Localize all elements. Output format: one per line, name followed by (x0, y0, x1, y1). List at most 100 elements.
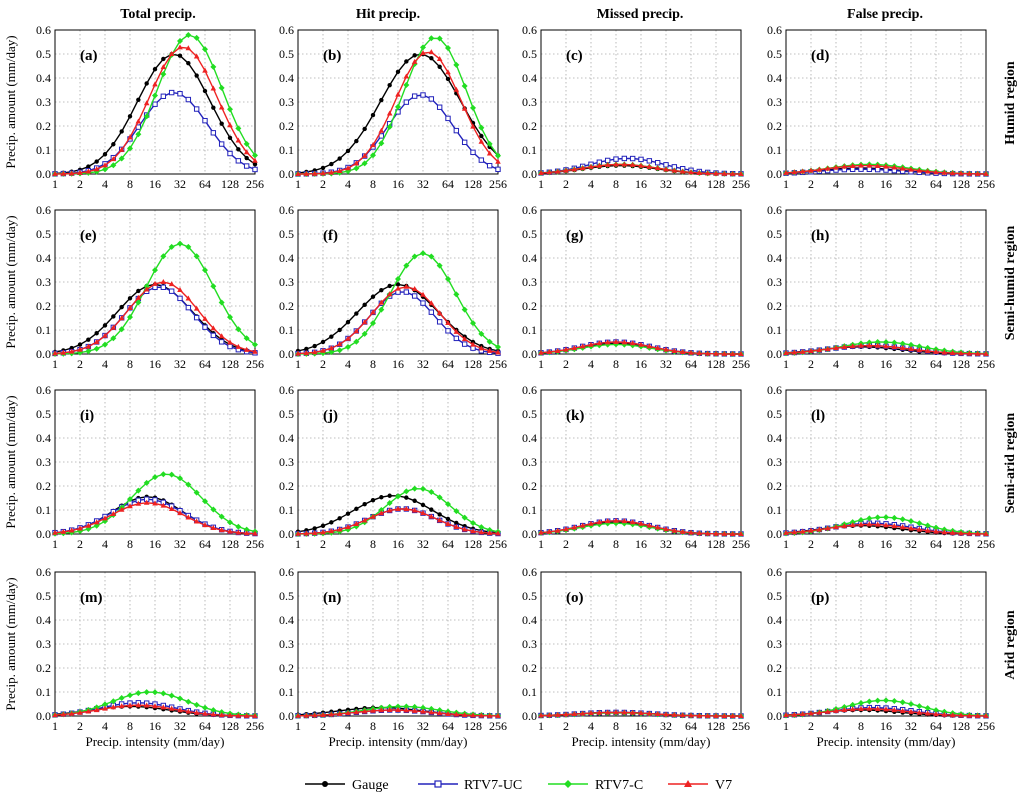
x-tick-label: 64 (199, 177, 211, 191)
series-v7-point (336, 341, 343, 347)
y-tick-label: 0.2 (767, 661, 782, 675)
x-tick-label: 1 (295, 177, 301, 191)
series-rtv7c-point (168, 243, 175, 250)
y-tick-label: 0.2 (36, 299, 51, 313)
x-tick-label: 4 (588, 537, 594, 551)
series-v7-point (320, 347, 326, 353)
y-tick-label: 0.2 (36, 119, 51, 133)
y-tick-label: 0.5 (36, 407, 51, 421)
plot-frame (54, 389, 256, 535)
x-tick-label: 1 (538, 719, 544, 733)
series-v7-point (799, 711, 806, 717)
series-v7-point (908, 708, 914, 714)
series-rtv7c-point (218, 513, 225, 520)
series-gauge-point (370, 112, 376, 118)
series-v7-point (671, 527, 678, 533)
y-tick-label: 0.1 (36, 143, 51, 157)
y-tick-label: 0.4 (36, 251, 51, 265)
y-tick-label: 0.6 (767, 565, 782, 579)
legend-rtv7uc-label: RTV7-UC (464, 778, 522, 793)
x-tick-label: 32 (905, 357, 917, 371)
series-v7-point (588, 163, 594, 169)
x-tick-label: 256 (246, 537, 264, 551)
series-v7-point (478, 529, 485, 535)
series-rtv7uc-point (436, 319, 443, 325)
x-tick-label: 16 (149, 357, 161, 371)
panel-l: 0.0 0.1 0.2 0.3 0.4 0.5 0.6 1 2 4 8 16 32 64 128 256 (l) (767, 383, 995, 551)
series-rtv7c-point (160, 253, 167, 260)
x-tick-label: 128 (707, 357, 725, 371)
series-v7-point (395, 285, 401, 291)
series-v7-point (596, 162, 603, 168)
y-tick-label: 0.5 (36, 227, 51, 241)
series-rtv7c-point (436, 707, 443, 714)
series-v7-point (729, 712, 736, 718)
x-tick-label: 16 (392, 719, 404, 733)
series-v7-line (297, 286, 499, 355)
series-v7-point (713, 712, 719, 718)
series-v7-point (152, 703, 158, 709)
series-v7-point (102, 332, 108, 338)
series-v7-point (949, 350, 956, 356)
series-rtv7uc-point (858, 166, 864, 172)
series-rtv7uc-point (453, 127, 460, 134)
legend-v7-marker (684, 780, 692, 787)
series-rtv7c-point (445, 276, 451, 283)
series-rtv7c-point (353, 338, 360, 345)
series-rtv7c-point (470, 320, 476, 327)
series-v7-point (924, 527, 931, 533)
series-v7-point (93, 339, 100, 345)
series-v7-point (486, 530, 493, 536)
series-gauge-point (379, 97, 384, 103)
series-rtv7c-point (428, 253, 435, 260)
series-rtv7uc-point (874, 166, 881, 173)
series-gauge-point (94, 159, 99, 164)
series-rtv7c-point (328, 349, 335, 356)
series-v7-point (135, 118, 142, 124)
series-v7-point (227, 712, 233, 718)
series-v7-point (295, 712, 301, 718)
panel-c: 0.0 0.1 0.2 0.3 0.4 0.5 0.6 1 2 4 8 16 32 64 128 256 (c) (522, 23, 750, 191)
series-v7-point (783, 529, 789, 535)
y-axis-title: Precip. amount (mm/day) (3, 35, 18, 168)
series-gauge-point (412, 498, 417, 503)
series-rtv7uc-point (243, 163, 250, 169)
series-v7-point (52, 170, 58, 176)
series-v7-point (93, 707, 100, 713)
series-rtv7uc-point (210, 130, 217, 136)
y-tick-label: 0.5 (279, 227, 294, 241)
series-v7-point (654, 345, 661, 351)
series-v7-point (671, 711, 678, 717)
x-tick-label: 2 (77, 537, 83, 551)
series-rtv7c-point (127, 496, 133, 503)
series-v7-point (916, 709, 923, 715)
series-rtv7uc-point (227, 150, 233, 157)
series-v7-point (571, 711, 578, 717)
series-v7-point (202, 710, 208, 716)
x-tick-label: 256 (732, 357, 750, 371)
series-v7-point (177, 44, 183, 50)
series-v7-point (604, 518, 611, 524)
series-v7-point (177, 707, 183, 713)
y-tick-label: 0.4 (36, 71, 51, 85)
series-v7-point (974, 170, 981, 176)
series-v7-point (916, 347, 923, 353)
plot-frame (54, 571, 256, 717)
series-v7-point (311, 530, 318, 536)
series-gauge-point (161, 56, 166, 62)
y-tick-label: 0.2 (522, 661, 537, 675)
series-v7-point (579, 165, 586, 171)
series-v7-point (596, 519, 603, 525)
series-rtv7uc-point (638, 156, 644, 163)
x-axis-title: Precip. intensity (mm/day) (328, 734, 467, 749)
series-v7-point (858, 521, 864, 527)
series-v7-point (546, 528, 553, 534)
series-gauge-point (445, 76, 451, 82)
y-tick-label: 0.3 (522, 95, 537, 109)
panel-b: 0.0 0.1 0.2 0.3 0.4 0.5 0.6 1 2 4 8 16 32 64 128 256 (b) (279, 23, 507, 191)
x-tick-label: 128 (464, 537, 482, 551)
x-tick-label: 64 (442, 719, 454, 733)
series-v7-point (168, 281, 175, 287)
series-v7-point (486, 712, 493, 718)
